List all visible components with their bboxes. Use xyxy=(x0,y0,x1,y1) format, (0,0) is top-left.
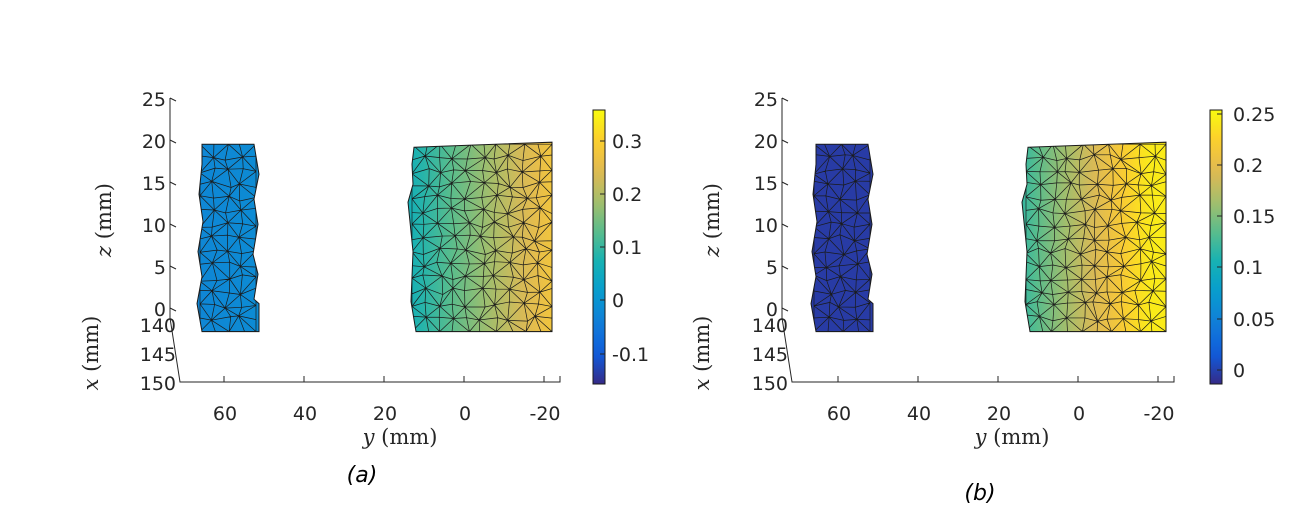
panel-a-z-axis-line xyxy=(169,98,561,383)
panel-a-colorbar-label: 0 xyxy=(612,290,624,312)
right-part-outline xyxy=(407,141,553,333)
panel-b-colorbar-border xyxy=(1209,109,1223,385)
panel-b-colorbar: 0.25 0.2 0.15 0.1 0.05 0 xyxy=(1209,104,1275,385)
panel-b-z-tick-labels: 25 20 15 10 5 0 xyxy=(754,89,778,321)
panel-a-z-tick-label: 10 xyxy=(142,215,166,237)
panel-b-z-axis-label: z (mm) xyxy=(700,183,724,258)
panel-b-x-tick-label: 145 xyxy=(752,344,788,366)
panel-b-y-tick-label: -20 xyxy=(1143,403,1174,425)
panel-b-y-tick-labels: 60 40 20 0 -20 xyxy=(827,403,1175,425)
panel-a-surfaces xyxy=(196,141,553,333)
panel-a-axes xyxy=(169,97,561,383)
panel-a-z-tick-mark xyxy=(169,97,177,102)
panel-a-z-tick-mark xyxy=(169,265,177,270)
panel-b-z-tick-mark xyxy=(781,307,789,312)
panel-b-z-axis-line xyxy=(781,98,1175,383)
panel-b-z-tick-label: 5 xyxy=(766,257,778,279)
panel-b-axes xyxy=(781,97,1175,383)
panel-b-y-tick-label: 40 xyxy=(907,403,931,425)
panel-a-y-tick-label: 60 xyxy=(213,403,237,425)
panel-b-colorbar-label: 0.1 xyxy=(1233,257,1263,279)
panel-b-colorbar-label: 0 xyxy=(1233,360,1245,382)
panel-b-y-axis-label: y (mm) xyxy=(974,425,1050,449)
panel-b-caption: (b) xyxy=(964,481,995,506)
mesh-edges xyxy=(1025,143,1166,332)
panel-a-colorbar-label: 0.2 xyxy=(612,184,642,206)
panel-a-z-tick-label: 25 xyxy=(142,89,166,111)
mesh-edges xyxy=(411,143,552,332)
panel-b-z-tick-label: 25 xyxy=(754,89,778,111)
panel-b-z-tick-mark xyxy=(781,223,789,228)
panel-b-colorbar-label: 0.25 xyxy=(1233,104,1275,126)
panel-b-y-tick-label: 60 xyxy=(827,403,851,425)
panel-a-z-tick-labels: 25 20 15 10 5 0 xyxy=(142,89,166,321)
panel-b-x-tick-label: 140 xyxy=(752,315,788,337)
left-part-outline xyxy=(810,143,874,333)
right-part-mesh xyxy=(411,143,552,332)
right-part-mesh xyxy=(1025,143,1166,332)
panel-b-z-tick-mark xyxy=(781,181,789,186)
panel-a-colorbar-gradient xyxy=(593,110,605,384)
panel-b-surfaces xyxy=(810,141,1167,333)
panel-b-x-tick-label: 150 xyxy=(752,373,788,395)
panel-a-y-tick-label: -20 xyxy=(529,403,560,425)
panel-a-z-tick-mark xyxy=(169,181,177,186)
panel-a-z-axis-label: z (mm) xyxy=(92,183,116,258)
panel-a-y-tick-label: 20 xyxy=(373,403,397,425)
panel-a-z-tick-mark xyxy=(169,223,177,228)
panel-b-x-tick-labels: 140 145 150 xyxy=(752,315,788,395)
panel-b: 25 20 15 10 5 0 140 145 150 60 40 20 0 -… xyxy=(690,89,1275,506)
panel-a-y-tick-label: 40 xyxy=(293,403,317,425)
panel-a: 25 20 15 10 5 0 140 145 150 60 40 20 0 -… xyxy=(79,89,649,488)
panel-a-z-tick-label: 15 xyxy=(142,173,166,195)
left-part-outline xyxy=(196,143,260,333)
panel-a-x-tick-labels: 140 145 150 xyxy=(140,315,176,395)
panel-a-colorbar-label: 0.1 xyxy=(612,237,642,259)
panel-b-colorbar-label: 0.15 xyxy=(1233,206,1275,228)
panel-a-colorbar-label: -0.1 xyxy=(612,344,649,366)
panel-a-z-tick-mark xyxy=(169,139,177,144)
panel-a-y-axis-label: y (mm) xyxy=(362,425,438,449)
left-part-surface xyxy=(197,144,259,332)
panel-b-colorbar-label: 0.2 xyxy=(1233,155,1263,177)
right-part-surface xyxy=(1022,142,1166,332)
panel-b-colorbar-gradient xyxy=(1210,110,1222,384)
panel-a-caption: (a) xyxy=(347,463,378,488)
panel-b-y-tick-label: 0 xyxy=(1073,403,1085,425)
panel-b-z-tick-label: 10 xyxy=(754,215,778,237)
panel-a-colorbar-label: 0.3 xyxy=(612,131,642,153)
panel-a-y-tick-label: 0 xyxy=(459,403,471,425)
panel-b-z-tick-label: 20 xyxy=(754,131,778,153)
panel-a-colorbar: 0.3 0.2 0.1 0 -0.1 xyxy=(592,109,649,385)
panel-b-z-tick-label: 15 xyxy=(754,173,778,195)
panel-b-colorbar-label: 0.05 xyxy=(1233,309,1275,331)
panel-a-x-tick-label: 145 xyxy=(140,344,176,366)
panel-b-z-tick-mark xyxy=(781,97,789,102)
right-part-outline xyxy=(1021,141,1167,333)
panel-a-z-tick-label: 5 xyxy=(154,257,166,279)
panel-a-z-tick-mark xyxy=(169,307,177,312)
panel-a-z-tick-label: 20 xyxy=(142,131,166,153)
panel-a-y-tick-labels: 60 40 20 0 -20 xyxy=(213,403,561,425)
panel-b-y-tick-label: 20 xyxy=(987,403,1011,425)
panel-b-z-tick-label: 0 xyxy=(766,299,778,321)
panel-b-z-tick-mark xyxy=(781,139,789,144)
panel-a-x-tick-label: 140 xyxy=(140,315,176,337)
panel-a-x-tick-label: 150 xyxy=(140,373,176,395)
panel-b-z-tick-mark xyxy=(781,265,789,270)
panel-b-x-axis-label: x (mm) xyxy=(690,316,714,391)
panel-a-x-axis-label: x (mm) xyxy=(79,316,103,391)
panel-a-z-tick-label: 0 xyxy=(154,299,166,321)
